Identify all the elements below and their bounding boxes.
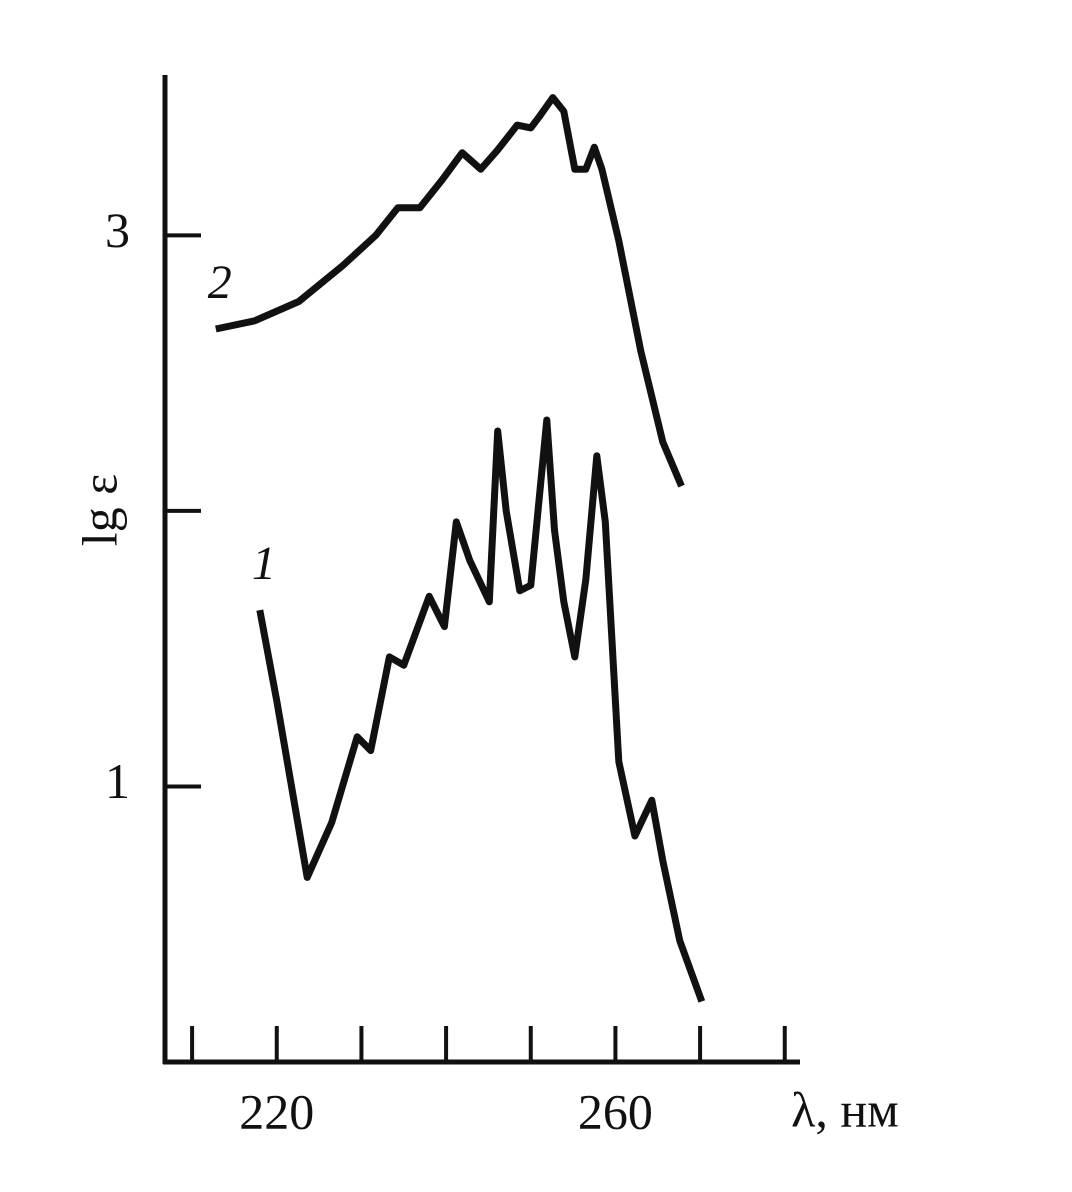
y-axis-label: lg ε xyxy=(71,474,127,546)
series-line xyxy=(256,416,706,1003)
y-tick-label: 3 xyxy=(105,202,130,258)
x-tick-label: 220 xyxy=(239,1083,314,1139)
x-axis-label: λ, нм xyxy=(791,1081,899,1137)
series-line xyxy=(215,94,685,488)
x-tick-label: 260 xyxy=(578,1083,653,1139)
series-label: 2 xyxy=(208,256,232,309)
series-label: 1 xyxy=(252,537,276,590)
y-tick-label: 1 xyxy=(105,753,130,809)
